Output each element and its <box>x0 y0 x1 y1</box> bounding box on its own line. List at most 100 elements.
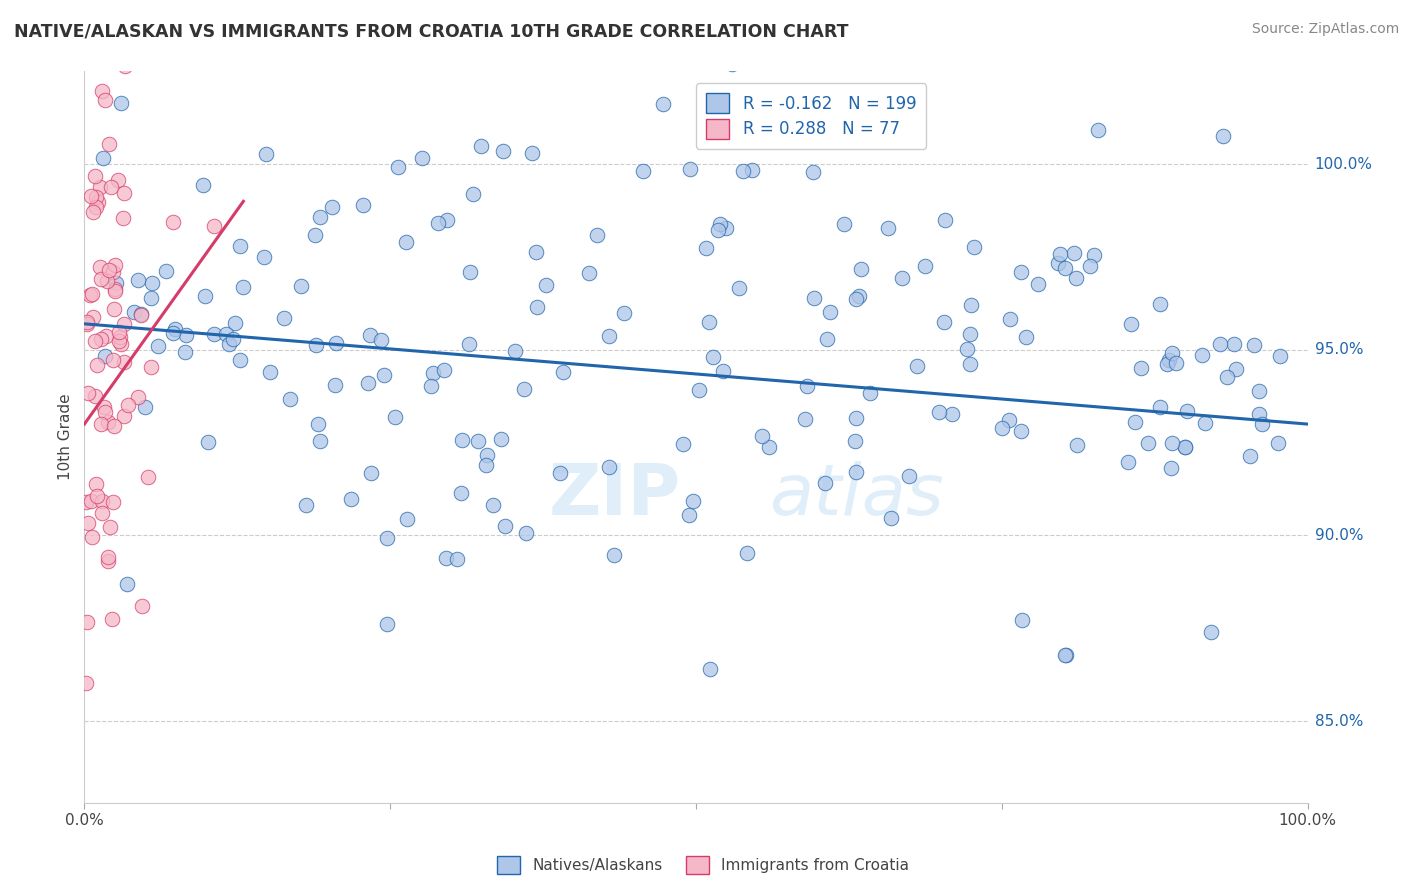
Text: atlas: atlas <box>769 461 943 530</box>
Point <box>513 382 536 396</box>
Point <box>360 467 382 481</box>
Point <box>467 434 489 449</box>
Point <box>224 316 246 330</box>
Point <box>84 334 107 348</box>
Point <box>1149 400 1171 414</box>
Point <box>1083 247 1105 261</box>
Point <box>127 390 149 404</box>
Point <box>991 421 1014 435</box>
Point <box>259 366 281 380</box>
Point <box>90 417 112 431</box>
Point <box>75 676 97 690</box>
Point <box>162 326 184 340</box>
Point <box>1156 357 1178 371</box>
Point <box>699 662 721 676</box>
Point <box>436 212 458 227</box>
Point <box>815 333 838 347</box>
Point <box>814 475 837 490</box>
Point <box>849 261 872 276</box>
Point <box>482 498 505 512</box>
Point <box>110 336 132 351</box>
Point <box>94 349 117 363</box>
Point <box>1223 337 1246 351</box>
Point <box>707 222 730 236</box>
Point <box>90 493 112 508</box>
Point <box>79 287 101 301</box>
Point <box>229 239 252 253</box>
Point <box>709 217 731 231</box>
Point <box>1208 337 1230 351</box>
Point <box>422 366 444 380</box>
Point <box>419 379 441 393</box>
Point <box>1216 369 1239 384</box>
Point <box>115 577 138 591</box>
Point <box>80 189 103 203</box>
Point <box>191 178 214 193</box>
Point <box>309 434 332 448</box>
Point <box>91 152 114 166</box>
Point <box>1239 449 1261 463</box>
Point <box>515 526 537 541</box>
Point <box>82 205 104 219</box>
Point <box>433 363 456 377</box>
Point <box>844 292 866 306</box>
Point <box>218 336 240 351</box>
Point <box>202 219 225 234</box>
Point <box>1161 346 1184 360</box>
Point <box>793 412 815 426</box>
Point <box>959 327 981 342</box>
Point <box>135 34 157 48</box>
Point <box>103 419 125 434</box>
Point <box>90 272 112 286</box>
Point <box>1175 403 1198 417</box>
Point <box>94 405 117 419</box>
Point <box>446 551 468 566</box>
Point <box>682 493 704 508</box>
Point <box>1078 259 1101 273</box>
Point <box>492 145 515 159</box>
Point <box>1054 260 1077 275</box>
Point <box>613 306 636 320</box>
Point <box>1010 265 1032 279</box>
Point <box>340 491 363 506</box>
Point <box>87 194 110 209</box>
Point <box>82 530 104 544</box>
Point <box>194 16 217 30</box>
Y-axis label: 10th Grade: 10th Grade <box>58 393 73 481</box>
Point <box>101 612 124 626</box>
Point <box>112 186 135 201</box>
Point <box>524 244 547 259</box>
Point <box>96 274 118 288</box>
Point <box>96 554 118 568</box>
Point <box>891 271 914 285</box>
Point <box>90 332 112 346</box>
Point <box>526 300 548 314</box>
Point <box>105 276 128 290</box>
Legend: R = -0.162   N = 199, R = 0.288   N = 77: R = -0.162 N = 199, R = 0.288 N = 77 <box>696 83 927 148</box>
Point <box>1247 407 1270 421</box>
Point <box>375 616 398 631</box>
Point <box>1063 245 1085 260</box>
Point <box>136 470 159 484</box>
Point <box>107 325 129 339</box>
Point <box>463 186 485 201</box>
Point <box>586 228 609 243</box>
Point <box>162 215 184 229</box>
Point <box>77 386 100 401</box>
Point <box>651 97 673 112</box>
Point <box>1149 296 1171 310</box>
Point <box>411 151 433 165</box>
Point <box>633 164 655 178</box>
Point <box>177 34 200 48</box>
Point <box>84 477 107 491</box>
Point <box>1194 416 1216 430</box>
Point <box>928 405 950 419</box>
Text: 90.0%: 90.0% <box>1315 528 1362 543</box>
Point <box>294 498 316 512</box>
Point <box>1173 440 1195 454</box>
Point <box>1159 352 1181 367</box>
Point <box>89 180 111 194</box>
Point <box>998 311 1021 326</box>
Point <box>672 436 695 450</box>
Point <box>323 377 346 392</box>
